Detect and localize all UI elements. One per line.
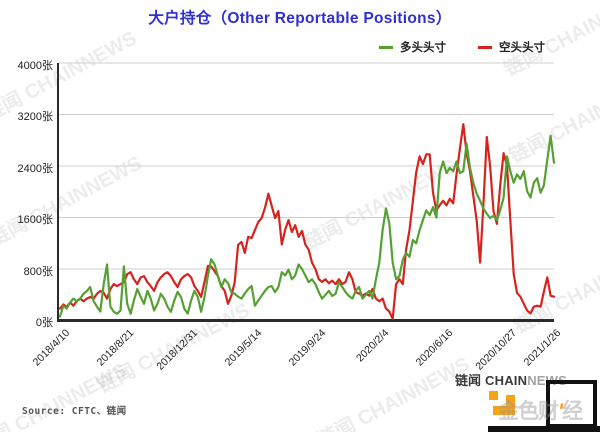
jinse-watermark: 金色财'经 bbox=[498, 395, 583, 425]
legend-item-short: 空头头寸 bbox=[478, 39, 545, 55]
chainnews-logo-main: CHAIN bbox=[485, 373, 528, 388]
chainnews-icon-square bbox=[489, 391, 498, 400]
short-series-swatch bbox=[478, 45, 492, 49]
y-tick-label: 800张 bbox=[23, 265, 53, 278]
source-text: Source: CFTC、链闻 bbox=[22, 406, 127, 417]
jinse-watermark-text: 金色财 bbox=[498, 400, 559, 423]
y-tick-label: 4000张 bbox=[17, 59, 53, 72]
jinse-watermark-text: 经 bbox=[562, 400, 583, 423]
legend-label-short: 空头头寸 bbox=[499, 42, 545, 54]
chainnews-icon bbox=[489, 391, 515, 415]
chainnews-icon-bar bbox=[506, 395, 515, 415]
chart-title: 大户持仓（Other Reportable Positions） bbox=[148, 10, 452, 27]
chainnews-logo-cn: 链闻 bbox=[455, 373, 482, 388]
series-line-空头头寸 bbox=[58, 123, 556, 320]
y-tick-label: 3200张 bbox=[17, 111, 53, 123]
legend-item-long: 多头头寸 bbox=[379, 39, 446, 55]
jinse-watermark-tick: ' bbox=[558, 400, 563, 423]
legend: 多头头寸 空头头寸 bbox=[379, 39, 545, 55]
chainnews-icon-bar bbox=[493, 406, 515, 415]
series-line-多头头寸 bbox=[58, 134, 556, 318]
y-tick-label: 0张 bbox=[35, 317, 53, 329]
long-series-swatch bbox=[379, 45, 393, 49]
y-tick-label: 2400张 bbox=[17, 162, 53, 175]
bottom-bar bbox=[488, 426, 600, 432]
legend-label-long: 多头头寸 bbox=[400, 42, 446, 54]
y-tick-label: 1600张 bbox=[17, 214, 53, 226]
